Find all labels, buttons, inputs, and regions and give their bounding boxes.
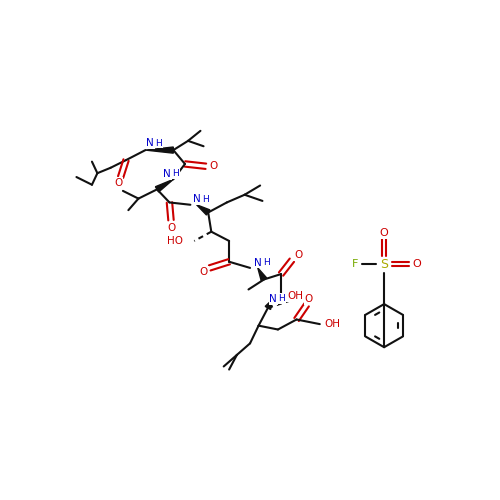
Text: N: N [270, 294, 277, 304]
Text: N: N [254, 258, 262, 268]
Polygon shape [196, 205, 210, 215]
Polygon shape [146, 147, 174, 153]
Text: O: O [210, 162, 218, 172]
Text: O: O [200, 267, 207, 277]
Text: N: N [163, 169, 171, 179]
Text: H: H [278, 294, 285, 303]
Text: F: F [352, 259, 358, 269]
Text: N: N [192, 194, 200, 204]
Text: O: O [294, 250, 302, 260]
Text: H: H [172, 170, 179, 178]
Text: H: H [263, 258, 270, 267]
Text: H: H [202, 195, 208, 204]
Text: HO: HO [168, 236, 184, 246]
Polygon shape [258, 268, 266, 281]
Text: O: O [412, 259, 421, 269]
Text: OH: OH [324, 319, 340, 329]
Text: O: O [380, 228, 388, 238]
Text: O: O [167, 223, 175, 233]
Text: H: H [155, 138, 162, 147]
Polygon shape [265, 298, 274, 310]
Text: S: S [380, 258, 388, 270]
Text: O: O [114, 178, 122, 188]
Text: OH: OH [287, 292, 303, 302]
Text: N: N [146, 138, 154, 148]
Text: O: O [305, 294, 313, 304]
Polygon shape [156, 180, 174, 192]
